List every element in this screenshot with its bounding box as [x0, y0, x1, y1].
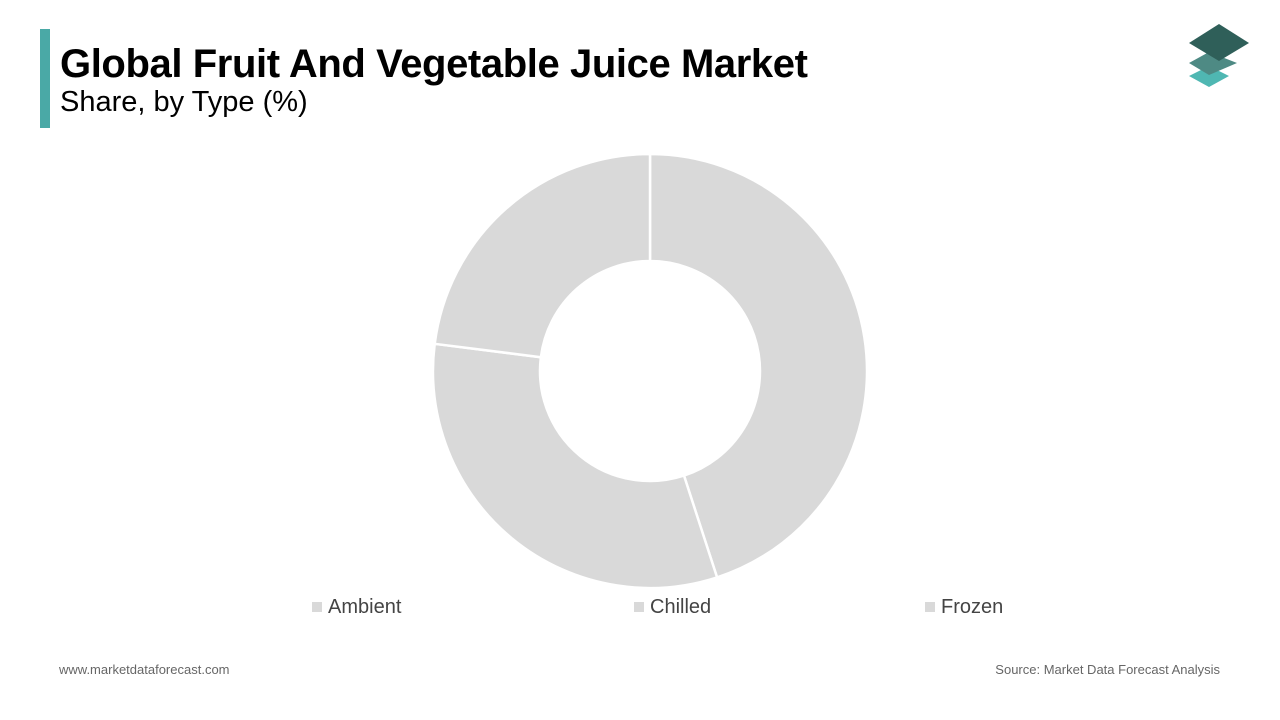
legend-item-chilled[interactable]: Chilled — [634, 596, 711, 618]
legend-swatch — [634, 602, 644, 612]
chart-slices — [431, 152, 869, 590]
legend-swatch — [312, 602, 322, 612]
legend-label: Frozen — [941, 595, 1004, 618]
logo-layer-bottom — [1189, 66, 1229, 87]
legend-item-frozen[interactable]: Frozen — [925, 596, 1003, 618]
chart-subtitle: Share, by Type (%) — [60, 86, 308, 118]
slice-chilled[interactable] — [431, 342, 719, 590]
website-url[interactable]: www.marketdataforecast.com — [59, 662, 230, 677]
chart-title: Global Fruit And Vegetable Juice Market — [60, 42, 808, 86]
title-accent-bar — [40, 29, 50, 128]
source-note: Source: Market Data Forecast Analysis — [995, 662, 1220, 677]
slice-ambient[interactable] — [648, 152, 869, 579]
logo-layer-middle — [1189, 52, 1237, 75]
slice-frozen[interactable] — [433, 152, 652, 359]
stacked-layers-icon — [1189, 24, 1249, 87]
logo-layer-top — [1189, 24, 1249, 61]
legend-label: Chilled — [650, 595, 712, 618]
legend-item-ambient[interactable]: Ambient — [312, 596, 401, 618]
legend-label: Ambient — [328, 595, 402, 618]
legend-swatch — [925, 602, 935, 612]
